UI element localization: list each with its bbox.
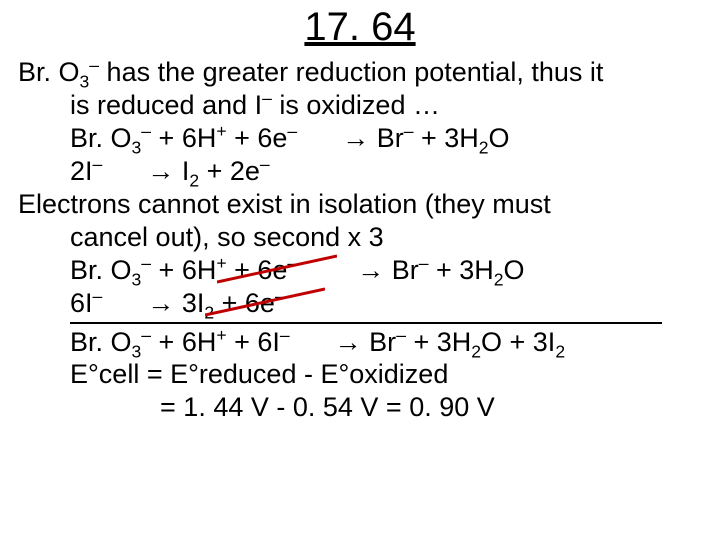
sup: – [93, 286, 103, 306]
t: is oxidized … [272, 90, 440, 120]
arrow-icon: → [147, 288, 174, 318]
arrow-icon: → [357, 255, 384, 285]
text-line-1: Br. O3– has the greater reduction potent… [18, 56, 702, 89]
t: + [214, 288, 245, 318]
t: + 6H [151, 327, 216, 357]
ecell-line-2: = 1. 44 V - 0. 54 V = 0. 90 V [18, 391, 702, 424]
t: 3I [174, 288, 204, 318]
divider-line [70, 322, 662, 324]
t: is reduced and I [70, 90, 262, 120]
strike-group-2: 6e– [245, 287, 285, 320]
t: I [174, 156, 189, 186]
t: + 3H [413, 123, 478, 153]
t: Br [384, 255, 419, 285]
spacer [290, 327, 335, 357]
t: has the greater reduction potential, thu… [99, 57, 603, 87]
slide-body: Br. O3– has the greater reduction potent… [18, 56, 702, 424]
t: 6e [257, 255, 287, 285]
equation-2: 2I– → I2 + 2e– [18, 155, 702, 188]
sup: + [216, 325, 226, 345]
t: + 3H [428, 255, 493, 285]
t: O [489, 123, 510, 153]
sup: – [141, 253, 151, 273]
t: + 3H [406, 327, 471, 357]
equation-4: 6I– → 3I2 + 6e– [18, 287, 702, 320]
t: + 6H [151, 255, 216, 285]
sup: – [404, 121, 414, 141]
t: Br. O [70, 327, 132, 357]
arrow-icon: → [342, 123, 369, 153]
sub: 2 [479, 137, 489, 157]
sup: – [275, 286, 285, 306]
t: + [227, 255, 258, 285]
spacer [297, 255, 357, 285]
t: Br. O [70, 255, 132, 285]
t: = 1. 44 V - 0. 54 V = 0. 90 V [160, 392, 495, 422]
spacer [102, 156, 147, 186]
t: + 2e [199, 156, 260, 186]
t: Br [362, 327, 397, 357]
sup: – [287, 121, 297, 141]
sup: – [280, 325, 290, 345]
spacer [70, 392, 160, 422]
t: Br [369, 123, 404, 153]
text-line-5: Electrons cannot exist in isolation (the… [18, 188, 702, 221]
equation-3: Br. O3– + 6H+ + 6e– → Br– + 3H2O [18, 254, 702, 287]
ecell-line-1: E°cell = E°reduced - E°oxidized [18, 358, 702, 391]
sub: 2 [204, 302, 214, 322]
t: + 6e [227, 123, 288, 153]
sup: – [141, 121, 151, 141]
equation-1: Br. O3– + 6H+ + 6e– → Br– + 3H2O [18, 122, 702, 155]
text-line-6: cancel out), so second x 3 [18, 221, 702, 254]
sub: 2 [471, 341, 481, 361]
spacer [102, 288, 147, 318]
t: Br. O [18, 57, 80, 87]
arrow-icon: → [335, 327, 362, 357]
t: Br. O [70, 123, 132, 153]
sub: 2 [555, 341, 565, 361]
text-line-2: is reduced and I– is oxidized … [18, 89, 702, 122]
slide-title: 17. 64 [18, 5, 702, 50]
sup: + [216, 121, 226, 141]
t: 2I [70, 156, 93, 186]
sup: – [141, 325, 151, 345]
equation-5: Br. O3– + 6H+ + 6I– → Br– + 3H2O + 3I2 [18, 326, 702, 359]
sup: – [287, 253, 297, 273]
sup: – [260, 154, 270, 174]
t: 6e [245, 288, 275, 318]
sup: – [262, 88, 272, 108]
t: 6I [70, 288, 93, 318]
sup: + [216, 253, 226, 273]
t: + 6H [151, 123, 216, 153]
sup: – [89, 55, 99, 75]
sup: – [396, 325, 406, 345]
strike-group-1: 6e– [257, 254, 297, 287]
arrow-icon: → [147, 156, 174, 186]
sup: – [93, 154, 103, 174]
t: O [504, 255, 525, 285]
t: + 6I [227, 327, 280, 357]
spacer [297, 123, 342, 153]
t: O + 3I [481, 327, 555, 357]
slide: 17. 64 Br. O3– has the greater reduction… [0, 0, 720, 540]
